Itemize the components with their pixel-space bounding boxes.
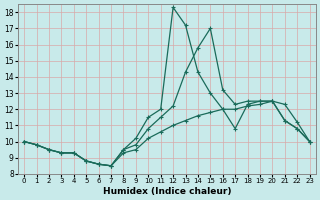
X-axis label: Humidex (Indice chaleur): Humidex (Indice chaleur) [103,187,231,196]
